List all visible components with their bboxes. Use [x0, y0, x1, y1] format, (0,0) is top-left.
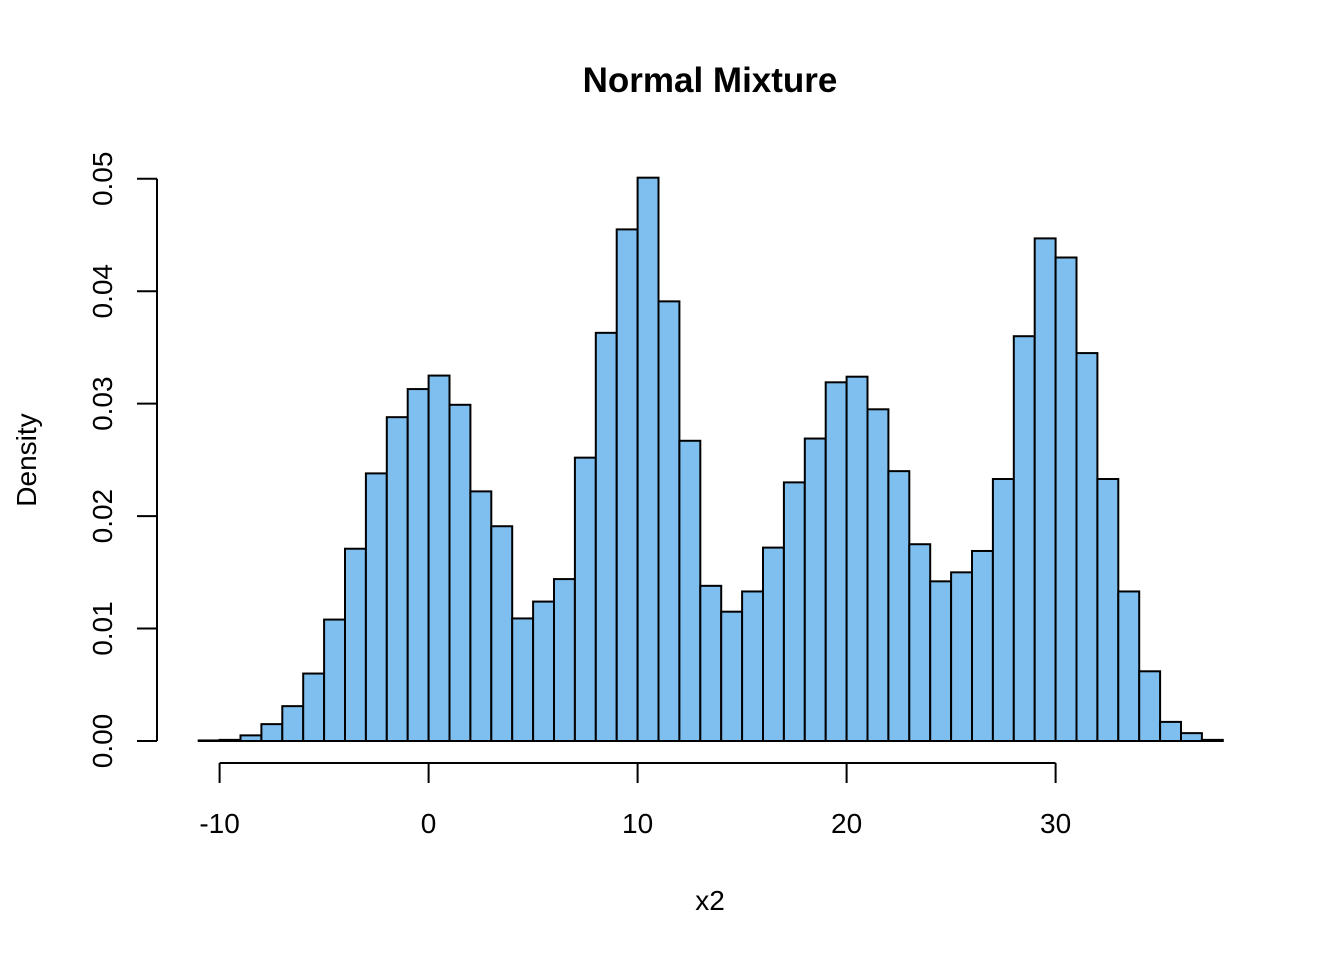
- histogram-bar: [344, 547, 367, 742]
- histogram-bar: [971, 549, 994, 742]
- histogram-bar: [678, 439, 702, 742]
- histogram-bar: [406, 388, 430, 742]
- histogram-bar: [385, 416, 409, 742]
- histogram-bar: [741, 590, 764, 742]
- histogram-bar: [845, 375, 869, 742]
- histogram-bar: [699, 584, 723, 743]
- x-tick-label: -10: [199, 808, 239, 839]
- histogram-bar: [803, 437, 827, 742]
- histogram-bar: [469, 490, 493, 743]
- histogram-bar: [991, 478, 1015, 742]
- y-tick-label: 0.01: [87, 601, 118, 656]
- histogram-bar: [866, 408, 890, 742]
- histogram-bar: [615, 228, 639, 742]
- chart-title: Normal Mixture: [583, 61, 838, 100]
- histogram-bar: [1117, 590, 1141, 742]
- histogram-bar: [260, 723, 284, 742]
- y-tick-label: 0.04: [87, 264, 118, 319]
- y-tick-label: 0.03: [87, 376, 118, 431]
- histogram-bar: [448, 403, 472, 742]
- histogram-bar: [302, 672, 326, 743]
- histogram-bar: [281, 705, 305, 743]
- histogram-bar: [511, 617, 535, 743]
- histogram-bar: [1012, 335, 1036, 742]
- histogram-bar: [239, 734, 263, 742]
- histogram-bar: [490, 525, 514, 743]
- histogram-bar: [1200, 738, 1224, 743]
- histogram-bar: [762, 546, 785, 743]
- histogram-bar: [323, 618, 347, 743]
- histogram-bar: [950, 571, 973, 743]
- histogram-bar: [364, 472, 388, 742]
- histogram-bar: [1138, 670, 1162, 742]
- histogram-bar: [1096, 478, 1120, 742]
- histogram-bar: [1075, 352, 1099, 742]
- histogram-bar: [720, 610, 744, 742]
- histogram-bar: [1159, 720, 1182, 742]
- histogram-bar: [636, 176, 660, 742]
- histogram-bar: [197, 739, 221, 743]
- x-axis-ticks: -10 0 10 20 30: [199, 763, 1071, 839]
- x-tick-label: 20: [831, 808, 862, 839]
- histogram-bar: [427, 374, 451, 742]
- histogram-bar: [594, 331, 618, 742]
- x-axis-label: x2: [695, 885, 725, 916]
- histogram-bar: [782, 481, 806, 742]
- y-tick-label: 0.02: [87, 489, 118, 544]
- histogram-bar: [657, 300, 681, 742]
- y-axis-label: Density: [11, 413, 42, 506]
- histogram-bar: [1180, 732, 1203, 743]
- x-tick-label: 10: [622, 808, 653, 839]
- y-tick-label: 0.00: [87, 714, 118, 769]
- y-axis-ticks: 0.00 0.01 0.02 0.03 0.04 0.05: [87, 152, 157, 769]
- histogram-bar: [573, 456, 597, 742]
- histogram-bar: [532, 600, 555, 742]
- histogram-bar: [1033, 237, 1057, 743]
- histogram-bars: [197, 176, 1224, 743]
- x-tick-label: 30: [1040, 808, 1071, 839]
- histogram-bar: [929, 580, 953, 742]
- histogram-bar: [218, 738, 242, 743]
- histogram-bar: [887, 470, 911, 742]
- x-tick-label: 0: [421, 808, 437, 839]
- histogram-bar: [1054, 256, 1078, 742]
- histogram-bar: [824, 381, 848, 742]
- histogram-bar: [553, 578, 576, 743]
- histogram-bar: [908, 543, 932, 742]
- y-tick-label: 0.05: [87, 152, 118, 207]
